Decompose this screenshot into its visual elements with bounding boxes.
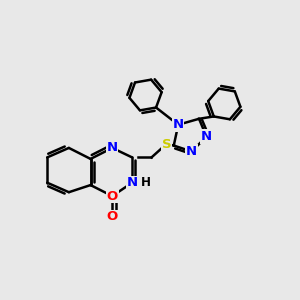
Text: H: H: [140, 176, 151, 189]
Text: N: N: [186, 145, 197, 158]
Text: N: N: [127, 176, 138, 189]
Text: N: N: [173, 118, 184, 131]
Text: N: N: [107, 141, 118, 154]
Text: O: O: [106, 190, 118, 202]
Text: S: S: [161, 138, 171, 151]
Text: N: N: [201, 130, 212, 143]
Text: O: O: [106, 210, 118, 224]
